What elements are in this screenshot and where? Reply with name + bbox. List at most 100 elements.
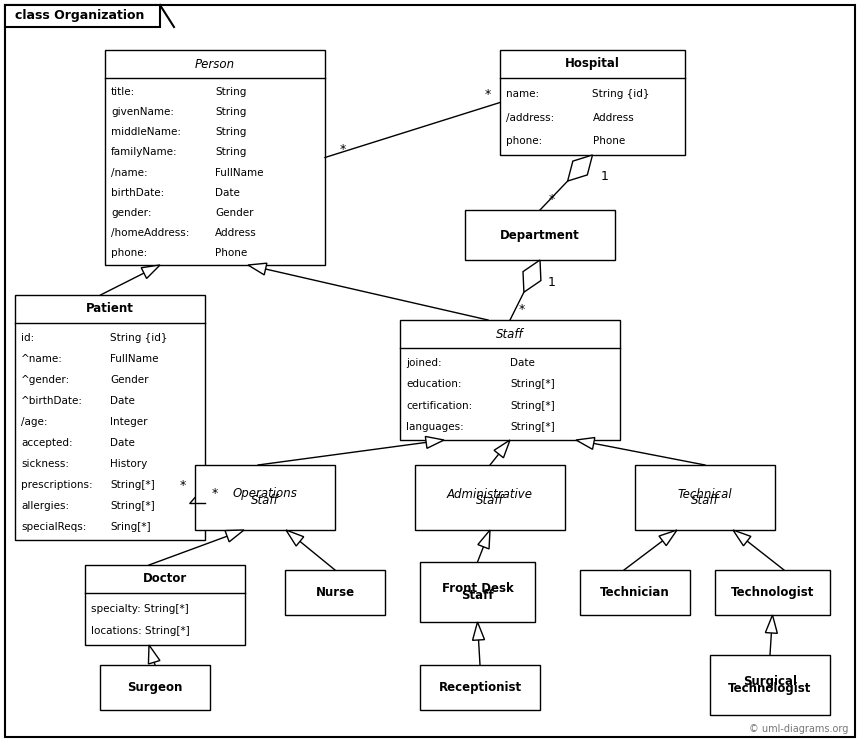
Text: middleName:: middleName: [111, 127, 181, 137]
Text: Operations: Operations [232, 488, 298, 500]
Text: languages:: languages: [406, 422, 464, 433]
Text: allergies:: allergies: [21, 501, 69, 511]
Text: String[*]: String[*] [510, 422, 555, 433]
Text: String: String [215, 127, 246, 137]
Text: birthDate:: birthDate: [111, 187, 164, 198]
Text: phone:: phone: [111, 248, 147, 258]
Text: ^gender:: ^gender: [21, 375, 71, 385]
Text: Phone: Phone [215, 248, 248, 258]
Bar [635, 465, 775, 530]
Text: Surgeon: Surgeon [127, 681, 182, 694]
Text: Technical: Technical [678, 488, 733, 500]
Text: Gender: Gender [110, 375, 149, 385]
Text: String[*]: String[*] [510, 401, 555, 411]
Text: FullName: FullName [215, 167, 263, 178]
Text: Gender: Gender [215, 208, 254, 217]
Bar [285, 570, 385, 615]
Text: sickness:: sickness: [21, 459, 69, 469]
Polygon shape [733, 530, 751, 546]
Text: ^name:: ^name: [21, 354, 63, 364]
Text: String[*]: String[*] [110, 501, 155, 511]
Text: *: * [485, 88, 491, 101]
Text: Date: Date [110, 438, 135, 448]
Polygon shape [225, 530, 244, 542]
Text: Doctor: Doctor [143, 572, 187, 586]
Bar [420, 562, 535, 622]
Text: Integer: Integer [110, 417, 148, 427]
Polygon shape [472, 622, 484, 640]
Bar [5, 5, 160, 27]
Text: String[*]: String[*] [510, 379, 555, 389]
Text: *: * [180, 479, 186, 492]
Text: © uml-diagrams.org: © uml-diagrams.org [748, 724, 848, 734]
Polygon shape [494, 440, 510, 458]
Text: ^birthDate:: ^birthDate: [21, 396, 83, 406]
Text: education:: education: [406, 379, 462, 389]
Text: Address: Address [215, 228, 257, 238]
Text: 1: 1 [600, 170, 608, 184]
Text: Technologist: Technologist [728, 682, 812, 695]
Polygon shape [523, 260, 541, 292]
Bar [15, 295, 205, 540]
Polygon shape [286, 530, 304, 546]
Text: /homeAddress:: /homeAddress: [111, 228, 189, 238]
Text: Date: Date [110, 396, 135, 406]
Text: prescriptions:: prescriptions: [21, 480, 93, 490]
Text: *: * [549, 193, 555, 206]
Text: certification:: certification: [406, 401, 472, 411]
Text: Front Desk: Front Desk [442, 582, 513, 595]
Text: Nurse: Nurse [316, 586, 354, 599]
Text: Staff: Staff [496, 327, 524, 341]
Text: *: * [212, 487, 218, 500]
Text: gender:: gender: [111, 208, 151, 217]
Polygon shape [149, 645, 160, 664]
Text: /age:: /age: [21, 417, 47, 427]
Text: Staff: Staff [461, 589, 494, 602]
Bar [710, 655, 830, 715]
Text: Technician: Technician [600, 586, 670, 599]
Bar [100, 665, 210, 710]
Text: givenName:: givenName: [111, 107, 174, 117]
Text: 1: 1 [548, 276, 556, 288]
Polygon shape [568, 155, 593, 181]
Bar [500, 50, 685, 155]
Text: String {id}: String {id} [593, 90, 650, 99]
Text: Patient: Patient [86, 303, 134, 315]
Text: joined:: joined: [406, 358, 442, 368]
Text: Date: Date [215, 187, 240, 198]
Text: Date: Date [510, 358, 535, 368]
Text: Phone: Phone [593, 136, 624, 146]
Polygon shape [141, 265, 160, 279]
Bar [415, 465, 565, 530]
Text: Staff: Staff [476, 495, 504, 507]
Polygon shape [765, 615, 777, 633]
Text: Department: Department [501, 229, 580, 241]
Text: String: String [215, 87, 246, 97]
Text: String[*]: String[*] [110, 480, 155, 490]
Text: Person: Person [195, 58, 235, 70]
Bar [580, 570, 690, 615]
Polygon shape [248, 263, 267, 275]
Text: String {id}: String {id} [110, 332, 168, 343]
Text: phone:: phone: [506, 136, 543, 146]
Text: Address: Address [593, 113, 635, 123]
Text: specialReqs:: specialReqs: [21, 522, 86, 533]
Text: specialty: String[*]: specialty: String[*] [91, 604, 188, 614]
Bar [85, 565, 245, 645]
Text: String: String [215, 147, 246, 158]
Bar [105, 50, 325, 265]
Text: /address:: /address: [506, 113, 554, 123]
Text: Technologist: Technologist [731, 586, 814, 599]
Text: familyName:: familyName: [111, 147, 178, 158]
Text: String: String [215, 107, 246, 117]
Text: Staff: Staff [691, 495, 719, 507]
Text: Administrative: Administrative [447, 488, 533, 500]
Text: Hospital: Hospital [565, 58, 620, 70]
Text: /name:: /name: [111, 167, 148, 178]
Bar [715, 570, 830, 615]
Polygon shape [426, 436, 444, 448]
Text: locations: String[*]: locations: String[*] [91, 627, 190, 636]
Text: name:: name: [506, 90, 539, 99]
Polygon shape [659, 530, 677, 545]
Text: class Organization: class Organization [15, 10, 144, 22]
